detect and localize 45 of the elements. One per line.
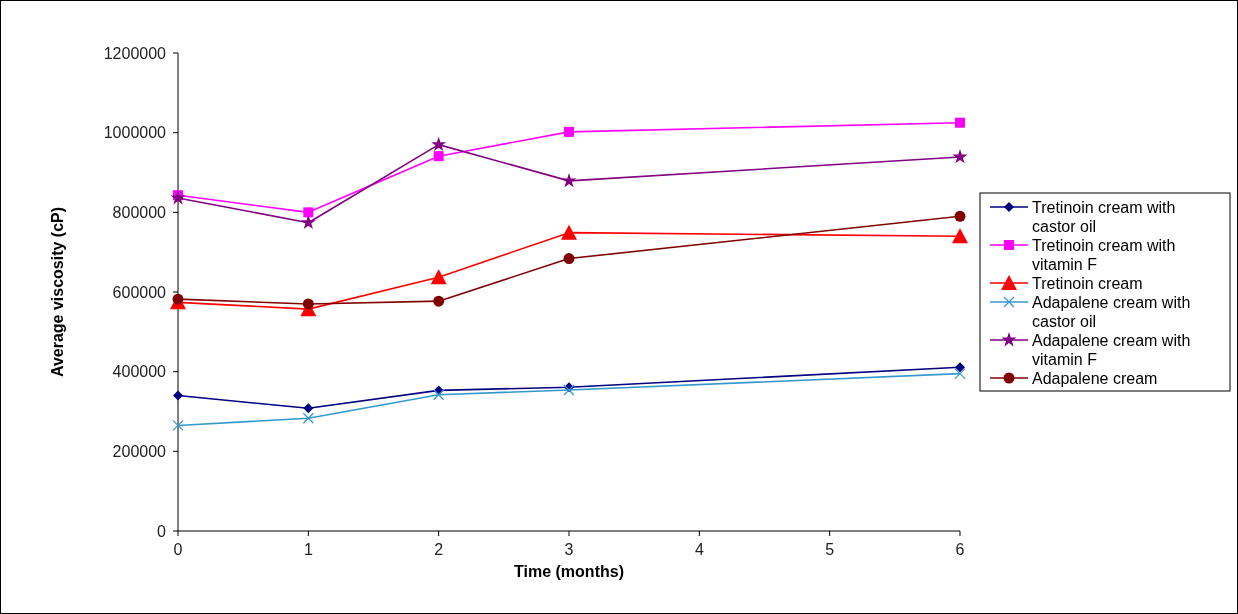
x-tick-label: 5 bbox=[825, 541, 835, 558]
point bbox=[563, 253, 575, 265]
y-tick-label: 800000 bbox=[112, 203, 167, 221]
x-tick-label: 0 bbox=[173, 541, 183, 558]
y-tick-label: 1000000 bbox=[103, 124, 167, 142]
legend-label: Tretinoin cream bbox=[1032, 274, 1143, 292]
y-tick-label: 1200000 bbox=[103, 44, 167, 62]
y-tick-label: 200000 bbox=[112, 442, 167, 460]
x-tick-label: 6 bbox=[955, 541, 965, 558]
point bbox=[433, 295, 445, 307]
point bbox=[952, 228, 968, 244]
point bbox=[172, 419, 184, 432]
y-tick-label: 0 bbox=[157, 522, 167, 540]
point bbox=[302, 298, 314, 310]
point bbox=[303, 403, 314, 414]
point bbox=[300, 214, 316, 230]
legend-label: Adapalene cream with castor oil bbox=[1032, 293, 1191, 330]
legend-label: Tretinoin cream with vitamin F bbox=[1032, 236, 1176, 273]
point bbox=[955, 362, 965, 373]
point bbox=[173, 390, 183, 401]
x-tick-label: 1 bbox=[303, 541, 313, 558]
y-tick-label: 600000 bbox=[112, 283, 167, 301]
point bbox=[170, 190, 186, 205]
legend-label: Adapalene cream with vitamin F bbox=[1032, 331, 1191, 368]
point bbox=[172, 293, 184, 305]
point bbox=[433, 389, 445, 401]
x-tick-label: 2 bbox=[434, 541, 444, 558]
point bbox=[433, 151, 444, 162]
y-tick-label: 400000 bbox=[112, 363, 167, 381]
x-tick-label: 4 bbox=[694, 541, 704, 558]
point bbox=[302, 412, 314, 424]
legend-label: Adapalene cream bbox=[1032, 369, 1158, 387]
x-tick-label: 3 bbox=[564, 541, 574, 558]
y-axis-title: Average viscosity (cP) bbox=[49, 206, 66, 378]
point bbox=[561, 224, 577, 240]
point bbox=[561, 172, 577, 188]
point bbox=[303, 207, 314, 218]
legend-label: Tretinoin cream with castor oil bbox=[1032, 198, 1176, 235]
point bbox=[564, 126, 574, 137]
point bbox=[954, 368, 966, 380]
point bbox=[431, 136, 447, 152]
x-axis-title: Time (months) bbox=[514, 563, 624, 580]
point bbox=[430, 269, 447, 285]
point bbox=[955, 117, 965, 128]
point bbox=[954, 210, 966, 222]
